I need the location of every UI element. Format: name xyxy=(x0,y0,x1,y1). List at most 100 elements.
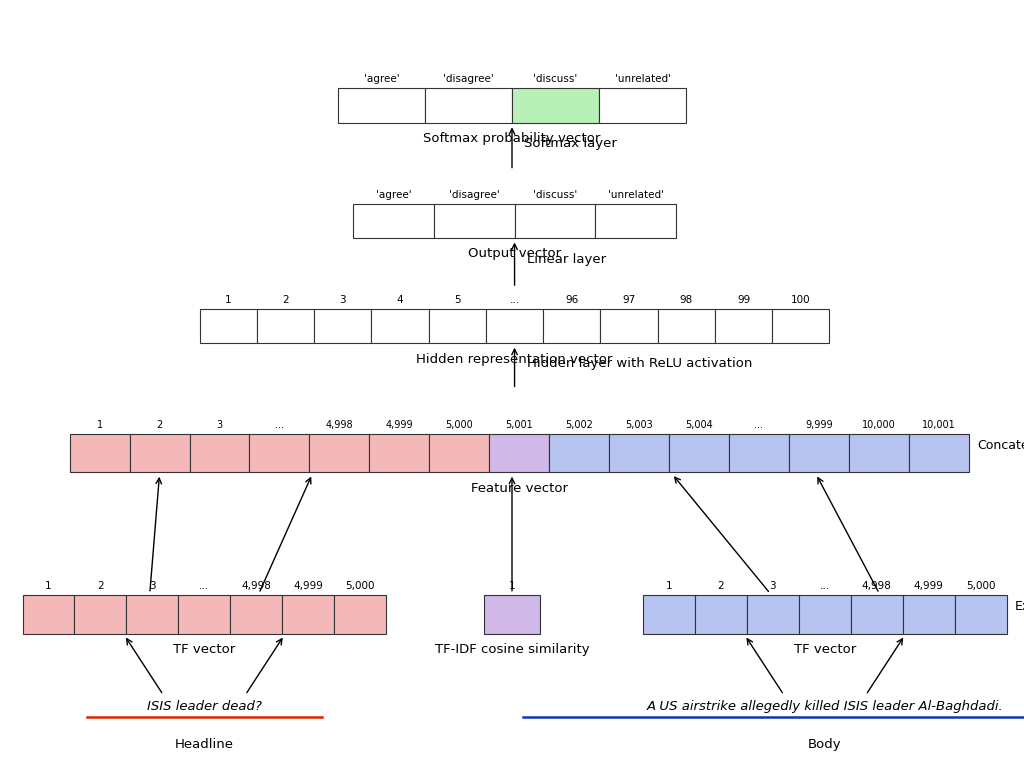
Text: 3: 3 xyxy=(340,295,346,305)
Bar xyxy=(75,595,126,634)
Text: 'disagree': 'disagree' xyxy=(443,74,494,84)
Text: 100: 100 xyxy=(791,295,811,305)
Text: 5,003: 5,003 xyxy=(626,420,653,430)
Text: ...: ... xyxy=(274,420,284,430)
Text: ISIS leader dead?: ISIS leader dead? xyxy=(146,700,262,713)
Bar xyxy=(429,309,486,343)
Bar xyxy=(729,434,788,472)
Text: 1: 1 xyxy=(45,581,52,591)
Bar xyxy=(549,434,609,472)
Bar xyxy=(954,595,1007,634)
Bar xyxy=(669,434,729,472)
Text: 1: 1 xyxy=(225,295,231,305)
Text: 5,000: 5,000 xyxy=(966,581,995,591)
Text: 5: 5 xyxy=(454,295,461,305)
Bar xyxy=(695,595,746,634)
Text: A US airstrike allegedly killed ISIS leader Al-Baghdadi.: A US airstrike allegedly killed ISIS lea… xyxy=(646,700,1004,713)
Text: 4,999: 4,999 xyxy=(913,581,944,591)
Text: 5,004: 5,004 xyxy=(685,420,713,430)
Text: 10,000: 10,000 xyxy=(862,420,896,430)
Text: 2: 2 xyxy=(283,295,289,305)
Bar xyxy=(514,204,595,238)
Text: 97: 97 xyxy=(623,295,636,305)
Text: 10,001: 10,001 xyxy=(922,420,955,430)
Bar xyxy=(200,309,257,343)
Bar xyxy=(657,309,715,343)
Bar xyxy=(746,595,799,634)
Bar xyxy=(643,595,695,634)
Bar xyxy=(250,434,309,472)
Text: 4: 4 xyxy=(396,295,403,305)
Text: 9,999: 9,999 xyxy=(805,420,833,430)
Text: 2: 2 xyxy=(157,420,163,430)
Bar xyxy=(257,309,314,343)
Bar xyxy=(353,204,434,238)
Text: 99: 99 xyxy=(737,295,751,305)
Text: 5,002: 5,002 xyxy=(565,420,593,430)
Text: ...: ... xyxy=(200,581,209,591)
Text: 'agree': 'agree' xyxy=(364,74,399,84)
Text: 4,998: 4,998 xyxy=(242,581,271,591)
Text: 2: 2 xyxy=(718,581,724,591)
Bar xyxy=(512,88,599,123)
Text: 5,000: 5,000 xyxy=(445,420,473,430)
Text: Linear layer: Linear layer xyxy=(526,253,606,266)
Text: 1: 1 xyxy=(666,581,673,591)
Text: TF vector: TF vector xyxy=(794,643,856,656)
Bar xyxy=(486,309,543,343)
Bar xyxy=(23,595,75,634)
Text: 4,998: 4,998 xyxy=(862,581,892,591)
Text: 'agree': 'agree' xyxy=(376,190,412,200)
Text: TF vector: TF vector xyxy=(173,643,236,656)
Text: Softmax layer: Softmax layer xyxy=(524,137,617,150)
Text: Softmax probability vector: Softmax probability vector xyxy=(423,132,601,145)
Text: TF-IDF cosine similarity: TF-IDF cosine similarity xyxy=(434,643,590,656)
Bar xyxy=(599,88,686,123)
Text: 5,001: 5,001 xyxy=(505,420,534,430)
Bar xyxy=(600,309,657,343)
Bar xyxy=(189,434,250,472)
Bar xyxy=(283,595,334,634)
Bar xyxy=(429,434,489,472)
Text: ...: ... xyxy=(510,295,519,305)
Text: 'discuss': 'discuss' xyxy=(534,74,578,84)
Bar xyxy=(338,88,425,123)
Text: Hidden layer with ReLU activation: Hidden layer with ReLU activation xyxy=(526,357,753,369)
Text: 1: 1 xyxy=(509,581,515,591)
Text: Extraction: Extraction xyxy=(1015,601,1024,613)
Text: 98: 98 xyxy=(680,295,693,305)
Text: Feature vector: Feature vector xyxy=(471,482,567,495)
Bar xyxy=(609,434,669,472)
Bar xyxy=(309,434,370,472)
Text: 'unrelated': 'unrelated' xyxy=(614,74,671,84)
Bar xyxy=(372,309,429,343)
Bar xyxy=(130,434,189,472)
Bar xyxy=(715,309,772,343)
Text: ...: ... xyxy=(755,420,764,430)
Text: 96: 96 xyxy=(565,295,579,305)
Bar xyxy=(903,595,954,634)
Bar xyxy=(543,309,600,343)
Text: 2: 2 xyxy=(97,581,103,591)
Bar xyxy=(178,595,230,634)
Text: Headline: Headline xyxy=(175,739,233,751)
Bar xyxy=(908,434,969,472)
Text: Body: Body xyxy=(808,739,842,751)
Bar xyxy=(851,595,903,634)
Bar xyxy=(370,434,429,472)
Text: 'unrelated': 'unrelated' xyxy=(607,190,664,200)
Text: 4,999: 4,999 xyxy=(293,581,324,591)
Bar xyxy=(788,434,849,472)
Text: 5,000: 5,000 xyxy=(345,581,375,591)
Bar xyxy=(70,434,130,472)
Bar xyxy=(126,595,178,634)
Text: 3: 3 xyxy=(770,581,776,591)
Bar xyxy=(772,309,829,343)
Bar xyxy=(230,595,283,634)
Bar xyxy=(489,434,549,472)
Bar xyxy=(483,595,541,634)
Text: ...: ... xyxy=(820,581,829,591)
Bar xyxy=(334,595,386,634)
Bar xyxy=(314,309,372,343)
Text: 'discuss': 'discuss' xyxy=(532,190,577,200)
